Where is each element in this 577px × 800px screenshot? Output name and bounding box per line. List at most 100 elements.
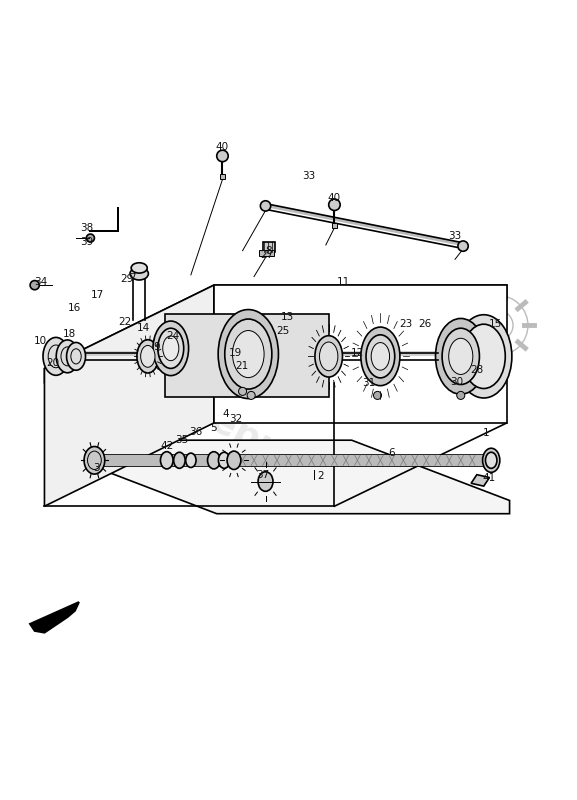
Ellipse shape: [436, 318, 486, 394]
Text: 17: 17: [91, 290, 104, 301]
Ellipse shape: [482, 448, 500, 472]
Text: 2: 2: [317, 471, 323, 482]
Text: 28: 28: [470, 365, 484, 375]
Ellipse shape: [227, 451, 241, 470]
Polygon shape: [44, 285, 214, 506]
Text: 11: 11: [336, 278, 350, 287]
Text: 1: 1: [484, 428, 490, 438]
Ellipse shape: [158, 328, 183, 369]
Text: 30: 30: [450, 377, 463, 386]
Text: 39: 39: [80, 237, 93, 247]
Text: 26: 26: [418, 319, 432, 330]
Ellipse shape: [315, 336, 343, 377]
Text: 38: 38: [80, 222, 93, 233]
Text: 37: 37: [256, 470, 269, 480]
Text: 13: 13: [281, 312, 294, 322]
Ellipse shape: [361, 327, 400, 386]
Ellipse shape: [485, 452, 497, 468]
Circle shape: [238, 387, 246, 395]
Text: 16: 16: [68, 303, 81, 313]
Ellipse shape: [456, 314, 512, 398]
Ellipse shape: [442, 328, 479, 385]
Bar: [332, 223, 338, 228]
Ellipse shape: [225, 319, 272, 389]
Text: 19: 19: [229, 348, 242, 358]
Text: 3: 3: [93, 462, 99, 473]
Text: 21: 21: [235, 361, 248, 370]
Ellipse shape: [160, 452, 173, 469]
Polygon shape: [30, 602, 79, 633]
Text: 27: 27: [260, 250, 273, 260]
Text: 40: 40: [328, 193, 341, 203]
Text: 40: 40: [216, 142, 229, 152]
Ellipse shape: [43, 338, 69, 375]
Ellipse shape: [56, 340, 78, 373]
Text: 4: 4: [222, 410, 228, 419]
Text: 42: 42: [160, 441, 174, 451]
Text: 24: 24: [166, 330, 179, 341]
Ellipse shape: [130, 267, 148, 280]
Ellipse shape: [137, 340, 159, 373]
Text: 5: 5: [211, 422, 217, 433]
Text: 6: 6: [388, 449, 395, 458]
Circle shape: [329, 199, 340, 210]
Ellipse shape: [371, 342, 389, 370]
Polygon shape: [214, 285, 507, 423]
Polygon shape: [165, 314, 329, 397]
Text: 20: 20: [47, 358, 59, 368]
Text: 31: 31: [362, 378, 376, 388]
Polygon shape: [87, 454, 486, 466]
Text: 18: 18: [62, 329, 76, 339]
Ellipse shape: [233, 330, 264, 378]
Ellipse shape: [218, 310, 279, 398]
Text: 22: 22: [118, 318, 132, 327]
Ellipse shape: [84, 446, 105, 474]
Ellipse shape: [320, 342, 338, 370]
Circle shape: [457, 391, 465, 399]
Bar: [258, 250, 273, 257]
Text: 35: 35: [175, 435, 189, 445]
Text: 34: 34: [34, 278, 47, 287]
Circle shape: [247, 391, 255, 399]
Ellipse shape: [141, 346, 155, 367]
Text: PartsRepublic: PartsRepublic: [87, 342, 353, 504]
Circle shape: [458, 241, 468, 251]
Text: 29: 29: [120, 274, 133, 285]
Ellipse shape: [163, 336, 179, 361]
Text: 41: 41: [483, 473, 496, 482]
Text: 14: 14: [137, 323, 151, 334]
Bar: [220, 174, 226, 179]
Polygon shape: [44, 285, 507, 382]
Text: 10: 10: [34, 337, 47, 346]
Ellipse shape: [462, 324, 505, 389]
Text: 33: 33: [448, 231, 462, 242]
Text: 23: 23: [400, 319, 413, 330]
Text: 12: 12: [351, 348, 364, 358]
Ellipse shape: [208, 452, 220, 469]
Text: 36: 36: [189, 426, 202, 437]
Ellipse shape: [186, 453, 196, 467]
Text: 15: 15: [489, 319, 502, 330]
Text: 9: 9: [153, 342, 160, 352]
Circle shape: [373, 391, 381, 399]
Polygon shape: [58, 440, 509, 514]
Ellipse shape: [258, 472, 273, 491]
Text: 32: 32: [229, 414, 242, 424]
Bar: [263, 242, 275, 252]
Polygon shape: [471, 474, 489, 486]
Ellipse shape: [366, 335, 395, 378]
Ellipse shape: [66, 342, 85, 370]
Ellipse shape: [131, 262, 147, 273]
Circle shape: [217, 150, 228, 162]
Ellipse shape: [449, 338, 473, 374]
Circle shape: [260, 201, 271, 211]
Ellipse shape: [174, 452, 185, 468]
Text: 8: 8: [265, 246, 272, 256]
Text: 33: 33: [302, 171, 315, 181]
Circle shape: [87, 234, 95, 242]
Ellipse shape: [219, 452, 230, 468]
Text: 7: 7: [129, 274, 136, 283]
Circle shape: [30, 281, 39, 290]
Text: 25: 25: [276, 326, 290, 336]
Ellipse shape: [153, 321, 189, 375]
